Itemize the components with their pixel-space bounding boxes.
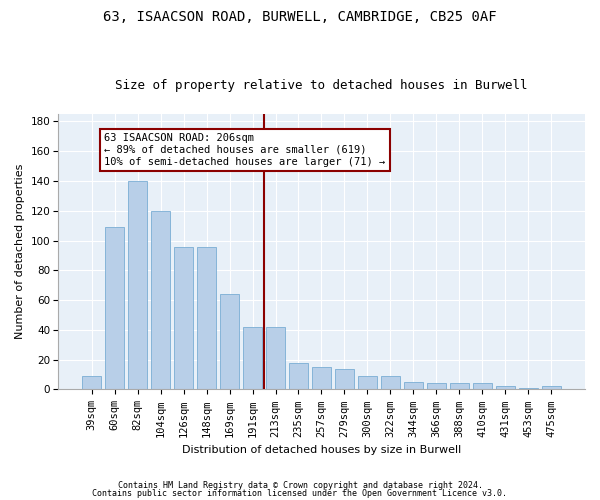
Bar [105,227,124,390]
X-axis label: Distribution of detached houses by size in Burwell: Distribution of detached houses by size … [182,445,461,455]
Bar [449,384,469,390]
Bar [473,384,492,390]
Bar [243,327,262,390]
Bar [335,368,354,390]
Bar [82,376,101,390]
Bar [496,386,515,390]
Text: Contains public sector information licensed under the Open Government Licence v3: Contains public sector information licen… [92,488,508,498]
Bar [358,376,377,390]
Bar [427,384,446,390]
Bar [220,294,239,390]
Bar [266,327,285,390]
Text: 63 ISAACSON ROAD: 206sqm
← 89% of detached houses are smaller (619)
10% of semi-: 63 ISAACSON ROAD: 206sqm ← 89% of detach… [104,134,386,166]
Bar [404,382,423,390]
Bar [197,246,217,390]
Bar [312,367,331,390]
Bar [151,211,170,390]
Bar [289,362,308,390]
Bar [518,388,538,390]
Title: Size of property relative to detached houses in Burwell: Size of property relative to detached ho… [115,79,528,92]
Y-axis label: Number of detached properties: Number of detached properties [15,164,25,340]
Bar [174,246,193,390]
Bar [542,386,561,390]
Text: Contains HM Land Registry data © Crown copyright and database right 2024.: Contains HM Land Registry data © Crown c… [118,481,482,490]
Bar [128,181,148,390]
Text: 63, ISAACSON ROAD, BURWELL, CAMBRIDGE, CB25 0AF: 63, ISAACSON ROAD, BURWELL, CAMBRIDGE, C… [103,10,497,24]
Bar [380,376,400,390]
